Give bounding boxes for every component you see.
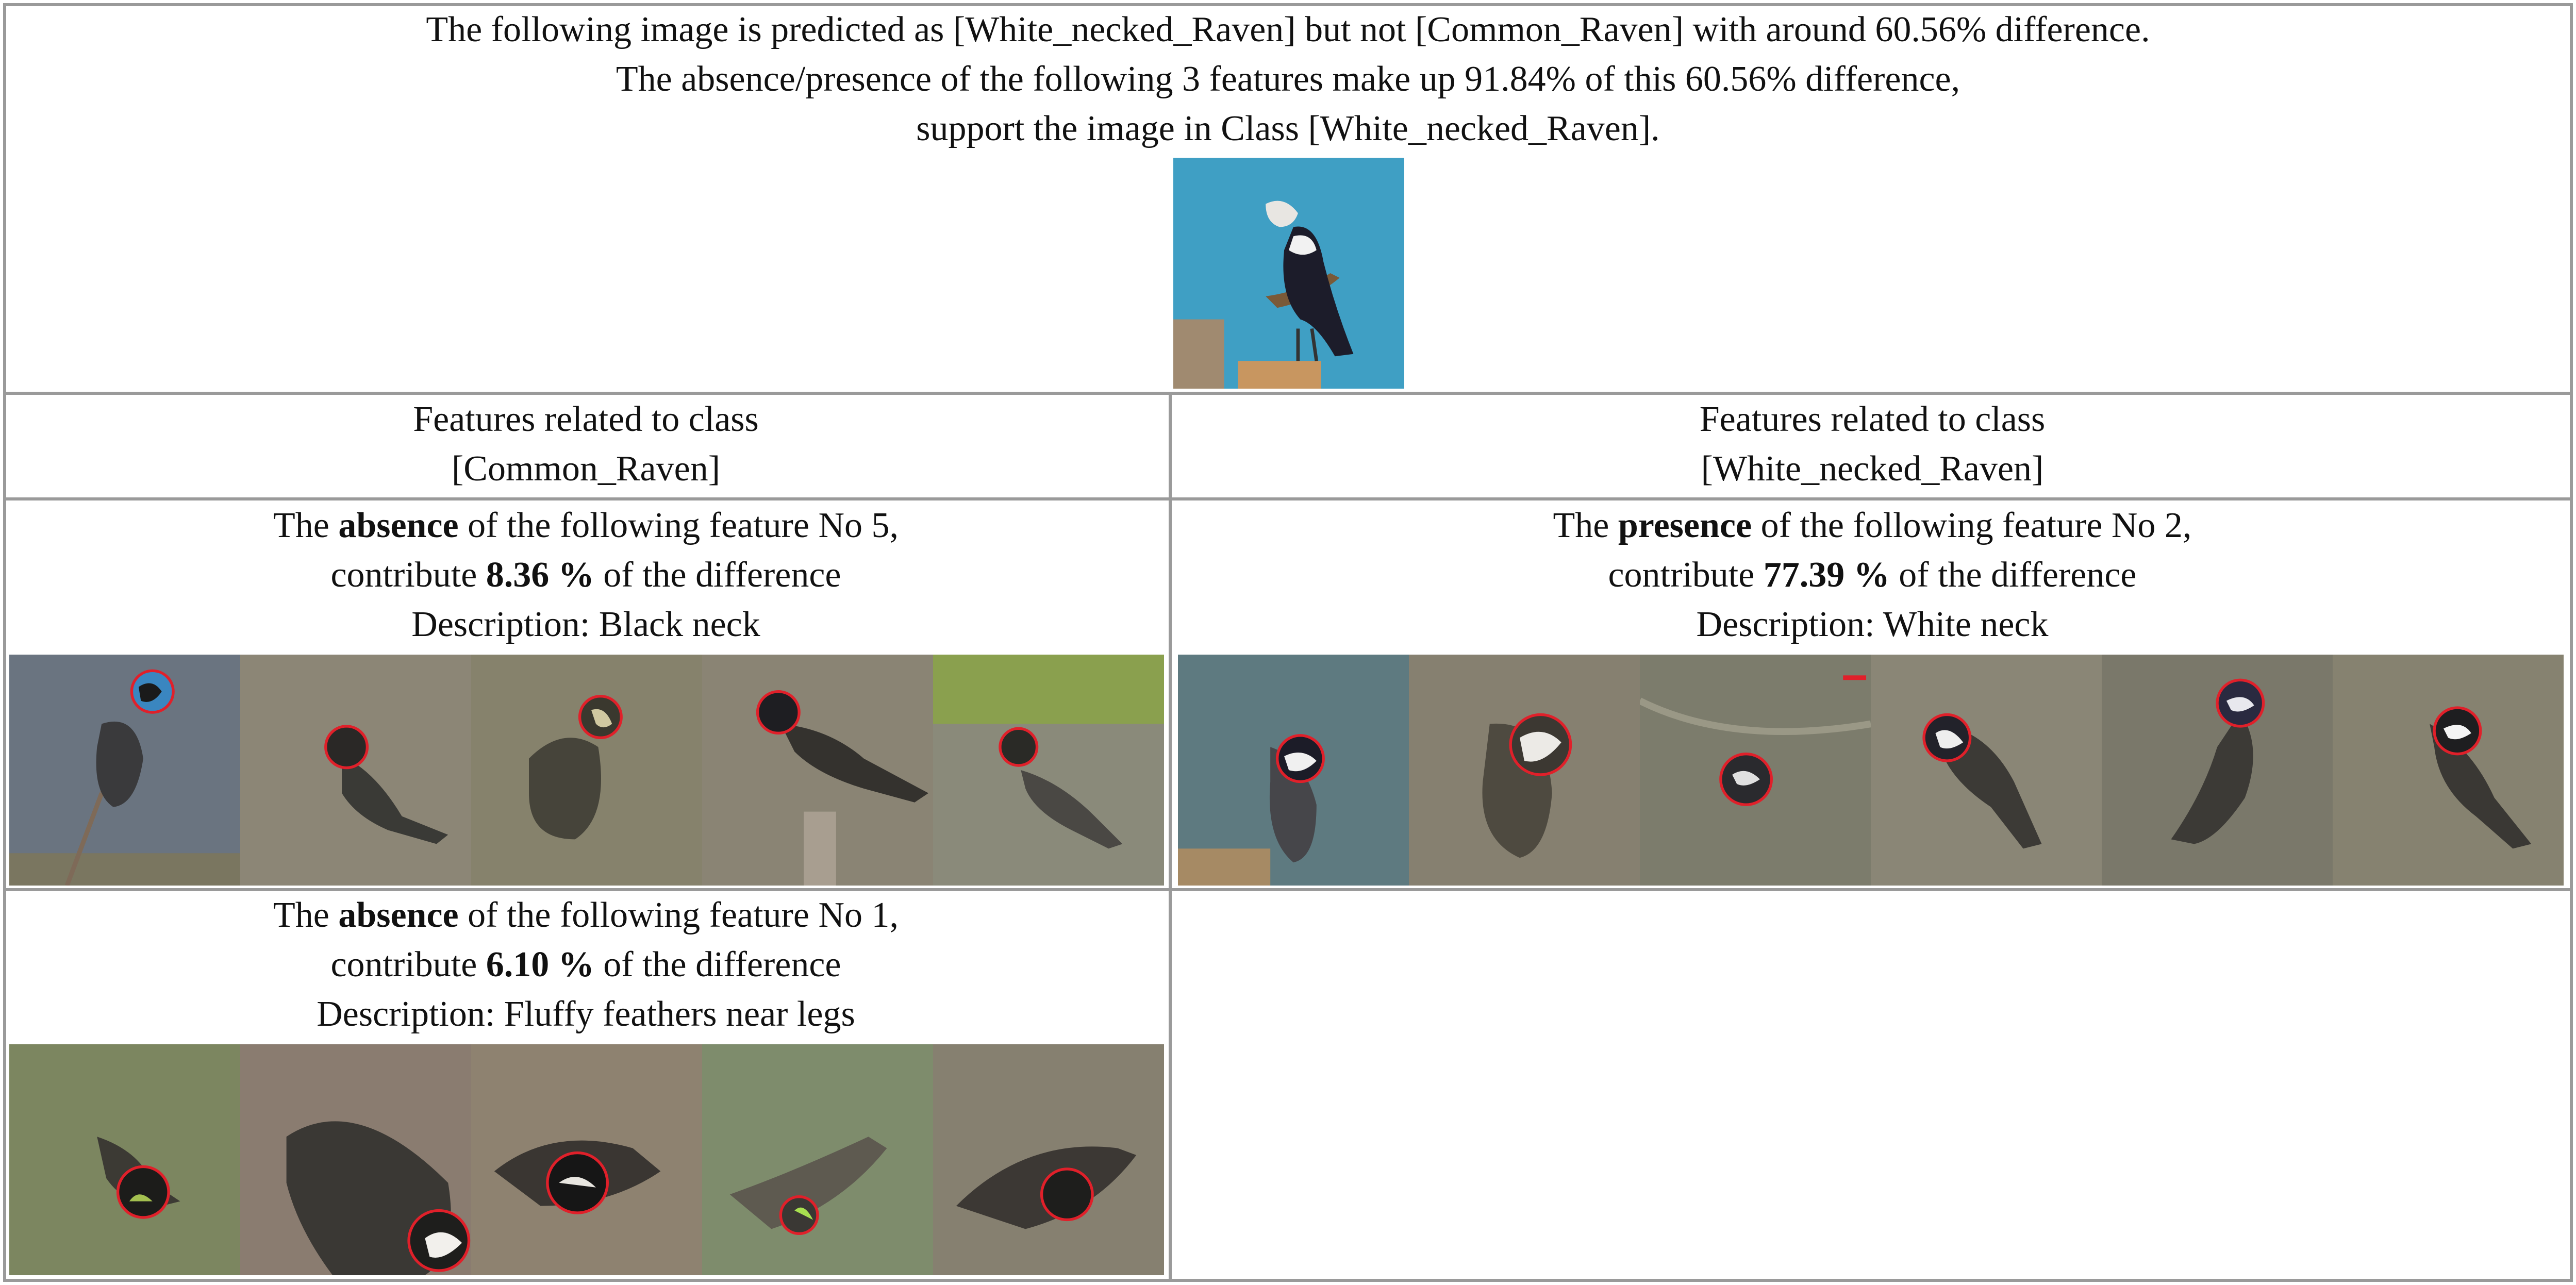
- feature-2-contribution: contribute 77.39 % of the difference: [1608, 555, 2137, 595]
- feature-1-example-image: [933, 1044, 1164, 1275]
- feature-5-example-image: [702, 655, 933, 886]
- feature-5-state: absence: [338, 506, 459, 545]
- feature-5-percent: 8.36 %: [486, 555, 594, 595]
- right-column-header-line-2: [White_necked_Raven]: [1701, 449, 2044, 489]
- feature-1-example-image: [471, 1044, 702, 1275]
- feature-2-description: Description: White neck: [1696, 605, 2049, 644]
- feature-5-example-image: [471, 655, 702, 886]
- left-column-header-line-2: [Common_Raven]: [451, 449, 721, 489]
- summary-line-1: The following image is predicted as [Whi…: [426, 10, 2150, 49]
- summary-line-3: support the image in Class [White_necked…: [916, 109, 1660, 148]
- feature-5-example-image: [933, 655, 1164, 886]
- feature-2-example-image: [1871, 655, 2102, 886]
- feature-1-example-image: [702, 1044, 933, 1275]
- feature-5-example-image: [240, 655, 471, 886]
- table-frame: [3, 3, 2573, 1282]
- summary-line-2: The absence/presence of the following 3 …: [616, 59, 1960, 99]
- right-column-header-line-1: Features related to class: [1699, 399, 2046, 439]
- feature-5-example-image: [9, 655, 240, 886]
- feature-1-statement: The absence of the following feature No …: [273, 895, 899, 935]
- left-column-header-line-1: Features related to class: [413, 399, 759, 439]
- feature-2-example-image: [2333, 655, 2564, 886]
- divider: [3, 497, 2573, 500]
- divider: [3, 392, 2573, 395]
- feature-1-example-image: [9, 1044, 240, 1275]
- feature-1-description: Description: Fluffy feathers near legs: [317, 994, 855, 1034]
- divider: [3, 888, 2573, 891]
- feature-2-state: presence: [1618, 506, 1752, 545]
- feature-2-example-image: [2102, 655, 2333, 886]
- feature-5-description: Description: Black neck: [411, 605, 760, 644]
- feature-1-percent: 6.10 %: [486, 945, 594, 984]
- feature-1-state: absence: [338, 895, 459, 935]
- feature-5-contribution: contribute 8.36 % of the difference: [330, 555, 841, 595]
- feature-1-contribution: contribute 6.10 % of the difference: [330, 945, 841, 984]
- feature-2-statement: The presence of the following feature No…: [1553, 506, 2192, 545]
- feature-5-statement: The absence of the following feature No …: [273, 506, 899, 545]
- feature-2-example-image: [1409, 655, 1640, 886]
- input-bird-image: [1173, 158, 1404, 389]
- feature-2-percent: 77.39 %: [1763, 555, 1890, 595]
- feature-2-example-image: [1178, 655, 1409, 886]
- feature-1-example-image: [240, 1044, 471, 1275]
- divider: [1169, 392, 1172, 1282]
- feature-2-example-image: [1640, 655, 1871, 886]
